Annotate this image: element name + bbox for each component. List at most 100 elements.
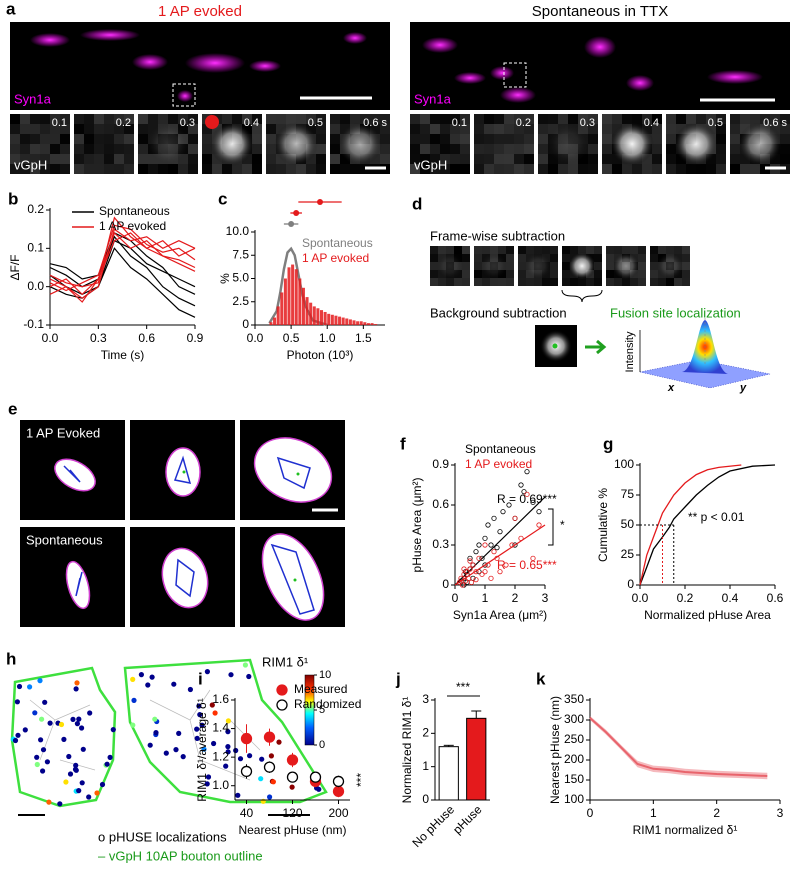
pixel [474,164,484,174]
pixel [652,124,662,134]
pixel [340,114,350,124]
x-axis-label: Normalized pHuse Area [644,608,771,622]
point [530,499,536,505]
pixel [30,144,40,154]
y-tick-label: 0 [422,792,429,806]
point [332,785,345,798]
pixel [232,164,242,174]
localization [211,740,217,747]
x-tick-label: 1 [482,591,489,605]
pixel [316,134,326,144]
pixel [642,114,652,124]
pixel [682,278,690,286]
localization [259,756,265,762]
localization [32,710,38,716]
pixel [124,154,134,164]
legend-text: Randomized [294,697,361,711]
hist-bar [269,322,273,325]
x-tick-label: 0.0 [632,591,649,605]
pixel [462,278,470,286]
localization [233,747,239,754]
panel-label: a [6,0,16,18]
point [503,562,509,568]
localization [225,729,231,735]
pixel [350,114,360,124]
pixel [666,154,676,164]
pixel [524,144,534,154]
localization [242,662,248,668]
pixel [60,124,70,134]
point [263,731,276,743]
pixel [252,164,262,174]
localization [63,779,69,785]
annotation: *** [354,773,368,787]
localization [204,781,210,787]
pixel [430,254,438,262]
pixel [484,114,494,124]
blob [30,33,70,47]
pixel [104,164,114,174]
hist-bar [370,323,374,325]
pixel [494,144,504,154]
pixel [658,246,666,254]
y-axis-label: Cumulative % [596,488,610,562]
pixel [202,144,212,154]
blob [177,90,193,102]
pixel [330,164,340,174]
pixel [642,164,652,174]
y-tick-label: 50 [621,517,635,531]
pixel [716,144,726,154]
pixel [666,278,674,286]
hist-bar [330,314,334,325]
pixel [440,144,450,154]
pixel [460,164,470,174]
pixel [682,254,690,262]
pixel [524,134,534,144]
pixel [518,278,526,286]
pixel [460,114,470,124]
pixel [586,278,594,286]
pixel [20,154,30,164]
localization [212,710,218,716]
pixel [276,114,286,124]
pixel [562,270,570,278]
pixel [658,278,666,286]
pixel [770,114,780,124]
pixel [638,278,646,286]
pixel [652,134,662,144]
hist-bar [363,322,367,325]
pixel [440,124,450,134]
legend-text: 1 AP evoked [99,219,166,233]
pixel [632,164,642,174]
x-tick-label: 120 [282,806,302,820]
reporter-label: vGpH [14,157,47,172]
pixel [380,134,390,144]
blob [674,122,718,166]
localization [145,682,151,688]
pixel [30,134,40,144]
hist-bar [287,267,291,325]
fit-line [454,524,546,586]
pixel [94,144,104,154]
y-tick-label: 1 [422,759,429,773]
x-tick-label: 0.3 [90,331,107,345]
step-label: Background subtraction [430,305,567,320]
step-label: Frame-wise subtraction [430,228,565,243]
pixel [484,154,494,164]
pixel [222,114,232,124]
localization [47,720,53,726]
pixel [114,154,124,164]
pixel [380,144,390,154]
surface [639,359,771,389]
pixel [114,124,124,134]
blob [210,122,254,166]
trace [49,235,196,307]
pixel [504,144,514,154]
pixel [780,124,790,134]
point [462,569,469,575]
pixel [652,114,662,124]
blob [249,60,281,72]
blob [338,122,382,166]
bar [438,746,459,801]
hist-bar [316,308,320,325]
